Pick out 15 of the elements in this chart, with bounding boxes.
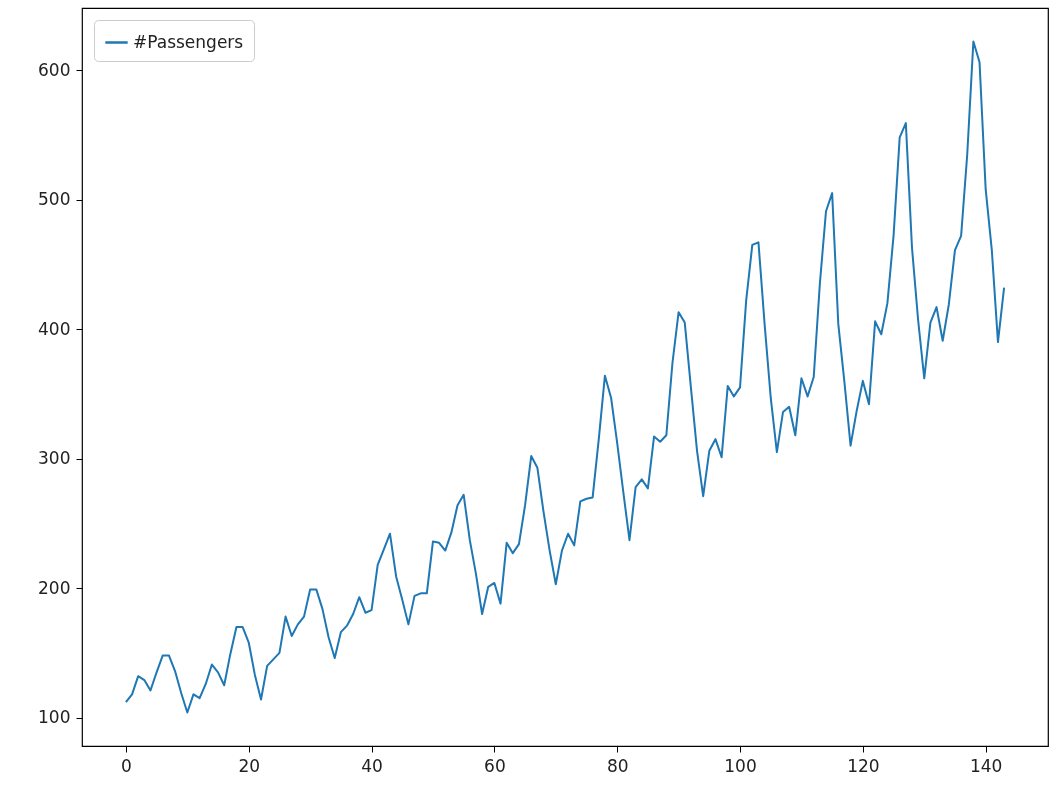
x-tick-label: 40: [361, 755, 383, 776]
x-tick-label: 60: [484, 755, 506, 776]
x-tick-label: 100: [724, 755, 757, 776]
y-tick-label: 500: [38, 189, 71, 210]
x-tick-label: 80: [606, 755, 629, 776]
x-tick-label: 140: [969, 755, 1003, 776]
legend-label: #Passengers: [133, 31, 244, 52]
y-tick-label: 400: [38, 318, 71, 339]
x-tick-label: 0: [121, 755, 132, 776]
x-tick-label: 20: [238, 755, 261, 776]
y-tick-label: 600: [38, 59, 71, 80]
y-tick-label: 300: [38, 448, 71, 469]
y-tick-label: 200: [38, 577, 71, 598]
y-tick-label: 100: [38, 707, 71, 728]
x-tick-label: 120: [847, 755, 880, 776]
